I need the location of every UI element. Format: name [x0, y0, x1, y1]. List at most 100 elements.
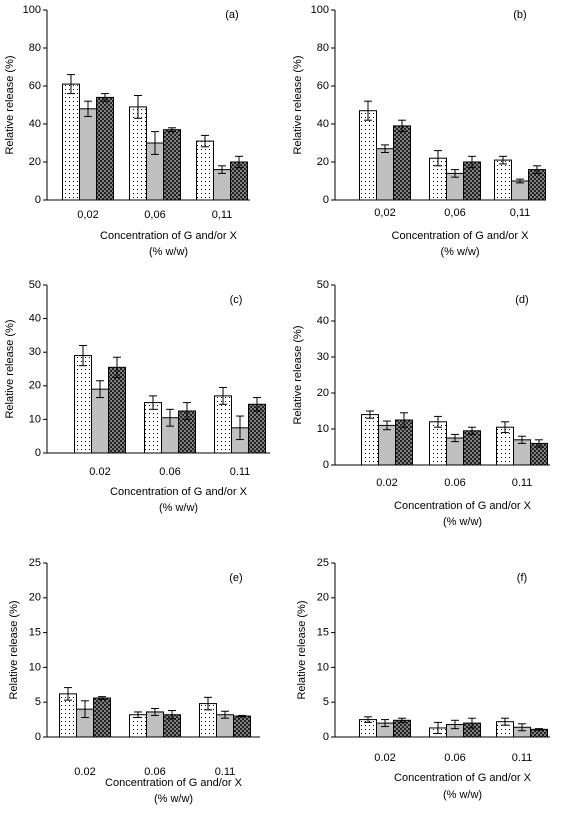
- x-tick-label: 0.11: [215, 766, 236, 778]
- x-axis-title: Concentration of G and/or X: [105, 777, 243, 789]
- panel-label: (d): [515, 294, 528, 306]
- y-axis-title: Relative release (%): [292, 55, 304, 154]
- x-tick-label: 0.06: [159, 466, 180, 478]
- bar: [144, 402, 162, 454]
- x-tick-label: 0.02: [376, 477, 397, 489]
- bar: [96, 96, 114, 201]
- error-bar: [451, 719, 459, 730]
- panel-label: (a): [225, 9, 238, 21]
- x-tick-label: 0,11: [212, 209, 233, 221]
- bar: [213, 169, 231, 201]
- error-bar: [501, 421, 509, 434]
- error-bar: [134, 711, 142, 719]
- error-bar: [149, 395, 157, 410]
- x-tick-label: 0.11: [512, 477, 533, 489]
- y-tick-label: 5: [35, 696, 41, 708]
- error-bar: [151, 131, 159, 155]
- y-axis-title: Relative release (%): [8, 600, 20, 699]
- bar: [378, 424, 396, 466]
- error-bar: [518, 435, 526, 444]
- panel-label: (e): [229, 572, 242, 584]
- bar: [361, 414, 379, 466]
- bar: [248, 403, 266, 454]
- error-bar: [101, 93, 109, 102]
- y-tick-label: 40: [317, 315, 329, 327]
- x-axis-title: (% w/w): [149, 246, 188, 258]
- error-bar: [398, 717, 406, 723]
- y-tick-label: 50: [29, 279, 41, 291]
- error-bar: [381, 719, 389, 728]
- error-bar: [151, 707, 159, 716]
- y-tick-label: 40: [317, 118, 329, 130]
- error-bar: [67, 74, 75, 95]
- bar: [359, 110, 377, 201]
- bar: [233, 715, 251, 738]
- y-tick-label: 80: [29, 42, 41, 54]
- bar: [376, 148, 394, 201]
- error-bar: [499, 155, 507, 165]
- bar: [528, 169, 546, 201]
- x-axis-title: Concentration of G and/or X: [100, 230, 238, 242]
- y-tick-label: 10: [317, 423, 329, 435]
- error-bar: [434, 150, 442, 167]
- y-tick-label: 20: [29, 380, 41, 392]
- error-bar: [400, 412, 408, 428]
- error-bar: [383, 420, 391, 431]
- y-tick-label: 0: [323, 731, 329, 743]
- y-tick-label: 80: [317, 42, 329, 54]
- x-tick-label: 0,06: [444, 207, 465, 219]
- bar: [129, 714, 147, 738]
- x-axis-title: Concentration of G and/or X: [394, 500, 532, 512]
- y-tick-label: 10: [29, 661, 41, 673]
- bar: [79, 108, 97, 201]
- error-bar: [235, 155, 243, 169]
- x-axis-title: Concentration of G and/or X: [110, 486, 248, 498]
- y-axis-title: Relative release (%): [296, 600, 308, 699]
- error-bar: [168, 127, 176, 133]
- y-axis-title: Relative release (%): [4, 55, 16, 154]
- bar: [511, 180, 529, 201]
- x-axis-title: Concentration of G and/or X: [392, 230, 530, 242]
- error-bar: [113, 356, 121, 378]
- x-tick-label: 0.02: [89, 466, 110, 478]
- y-tick-label: 10: [317, 661, 329, 673]
- y-tick-label: 0: [35, 731, 41, 743]
- bar: [463, 430, 481, 466]
- y-tick-label: 15: [29, 627, 41, 639]
- x-axis-title: Concentration of G and/or X: [394, 772, 532, 784]
- error-bar: [364, 716, 372, 723]
- y-tick-label: 60: [29, 80, 41, 92]
- error-bar: [204, 696, 212, 711]
- error-bar: [451, 169, 459, 178]
- y-tick-label: 0: [35, 194, 41, 206]
- x-tick-label: 0.11: [512, 752, 533, 764]
- y-tick-label: 100: [23, 4, 41, 16]
- bar: [62, 83, 80, 201]
- error-bar: [516, 178, 524, 184]
- bar: [91, 388, 109, 454]
- y-tick-label: 5: [323, 696, 329, 708]
- error-bar: [84, 100, 92, 117]
- x-tick-label: 0,02: [374, 207, 395, 219]
- y-tick-label: 20: [317, 592, 329, 604]
- y-tick-label: 25: [29, 557, 41, 569]
- x-tick-label: 0.02: [74, 766, 95, 778]
- error-bar: [81, 700, 89, 719]
- bar: [196, 140, 214, 201]
- error-bar: [98, 696, 106, 700]
- y-tick-label: 30: [29, 346, 41, 358]
- panel-label: (f): [517, 572, 527, 584]
- bar: [429, 421, 447, 466]
- x-tick-label: 0.06: [144, 766, 165, 778]
- y-tick-label: 10: [29, 413, 41, 425]
- x-axis-title: (% w/w): [440, 246, 479, 258]
- error-bar: [518, 723, 526, 732]
- bar: [494, 159, 512, 201]
- error-bar: [219, 386, 227, 405]
- error-bar: [381, 144, 389, 153]
- y-tick-label: 0: [323, 194, 329, 206]
- bar: [74, 355, 92, 454]
- error-bar: [434, 721, 442, 735]
